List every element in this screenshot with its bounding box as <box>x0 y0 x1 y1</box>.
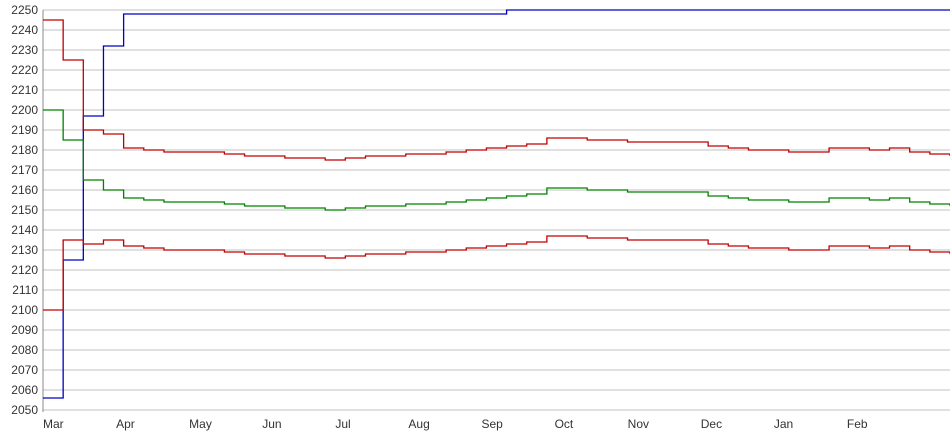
y-tick-label: 2150 <box>11 203 38 217</box>
y-tick-label: 2210 <box>11 83 38 97</box>
x-tick-label: Feb <box>847 417 868 431</box>
y-tick-label: 2140 <box>11 223 38 237</box>
y-tick-label: 2160 <box>11 183 38 197</box>
y-tick-label: 2070 <box>11 363 38 377</box>
y-tick-label: 2090 <box>11 323 38 337</box>
y-tick-label: 2170 <box>11 163 38 177</box>
y-tick-label: 2060 <box>11 383 38 397</box>
series-line-3 <box>43 235 950 311</box>
y-tick-label: 2230 <box>11 43 38 57</box>
series-line-2 <box>43 109 950 211</box>
y-tick-label: 2050 <box>11 403 38 417</box>
y-tick-label: 2240 <box>11 23 38 37</box>
y-tick-label: 2110 <box>12 283 38 297</box>
x-tick-label: Mar <box>43 417 64 431</box>
series-line-1 <box>43 19 950 161</box>
x-tick-label: Nov <box>628 417 649 431</box>
x-tick-label: May <box>189 417 212 431</box>
y-tick-label: 2180 <box>11 143 38 157</box>
y-tick-label: 2250 <box>11 3 38 17</box>
series-line-0 <box>43 9 950 399</box>
x-tick-label: Oct <box>555 417 574 431</box>
x-tick-label: Apr <box>116 417 135 431</box>
y-tick-label: 2190 <box>11 123 38 137</box>
y-tick-label: 2220 <box>11 63 38 77</box>
y-tick-label: 2200 <box>11 103 38 117</box>
x-tick-label: Dec <box>701 417 722 431</box>
x-tick-label: Aug <box>408 417 429 431</box>
y-tick-label: 2130 <box>11 243 38 257</box>
x-tick-label: Jan <box>774 417 793 431</box>
y-tick-label: 2080 <box>11 343 38 357</box>
y-tick-label: 2120 <box>11 263 38 277</box>
x-tick-label: Jun <box>262 417 281 431</box>
x-tick-label: Jul <box>335 417 350 431</box>
y-tick-label: 2100 <box>11 303 38 317</box>
x-tick-label: Sep <box>482 417 504 431</box>
